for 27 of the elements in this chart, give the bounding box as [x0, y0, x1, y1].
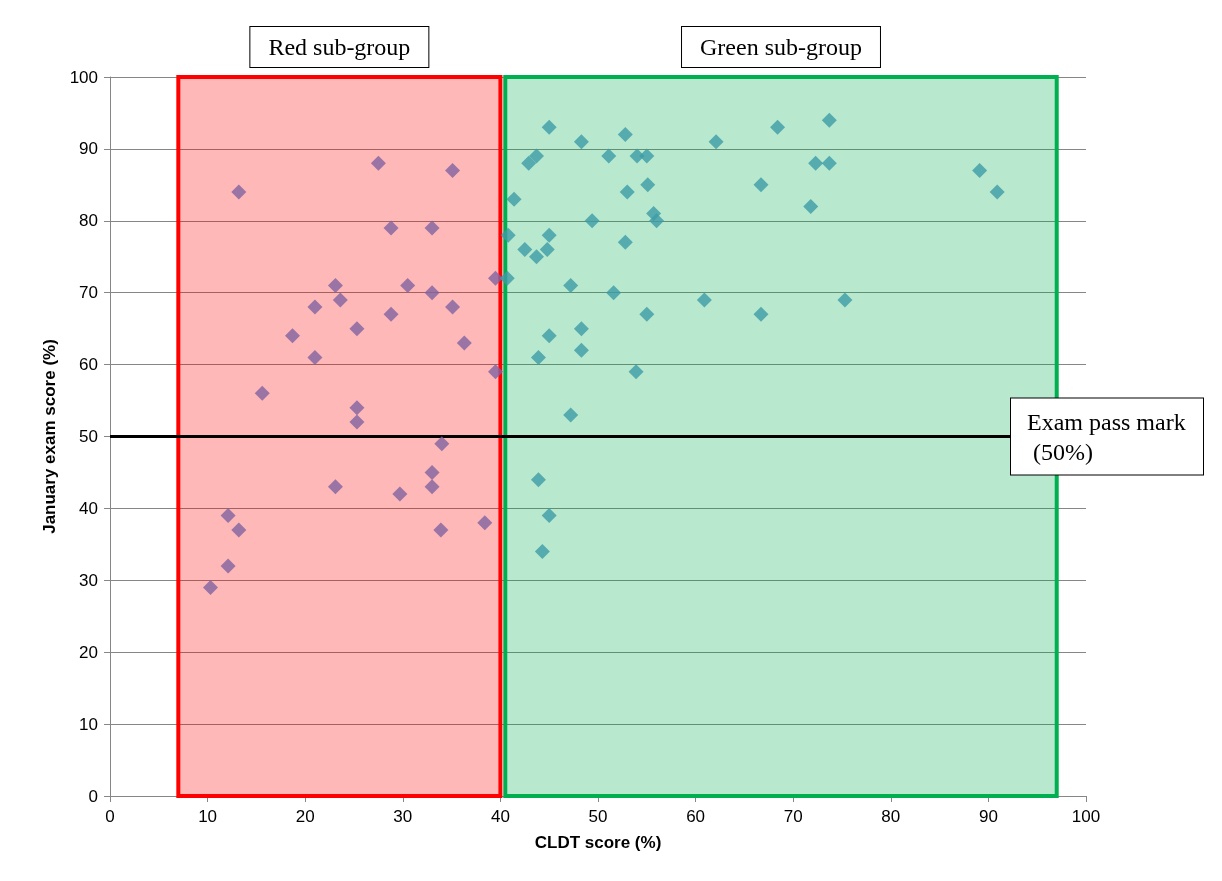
y-tick-label: 40	[79, 498, 98, 518]
band-label: Red sub-group	[268, 34, 411, 60]
band-label: Green sub-group	[700, 34, 862, 60]
y-tick-label: 50	[79, 427, 98, 446]
x-tick-label: 70	[783, 807, 803, 826]
y-tick-label: 90	[79, 139, 98, 159]
y-tick-label: 70	[79, 283, 98, 303]
x-tick-label: 50	[588, 807, 608, 826]
x-tick-label: 0	[105, 807, 115, 826]
y-tick-label: 0	[88, 786, 98, 806]
y-tick-label: 10	[79, 714, 98, 734]
x-tick-label: 60	[686, 807, 706, 826]
y-axis-title: January exam score (%)	[40, 339, 59, 534]
y-tick-label: 80	[79, 211, 98, 231]
y-tick-label: 30	[79, 570, 98, 590]
x-tick-label: 100	[1071, 807, 1101, 826]
x-tick-label: 30	[393, 807, 413, 826]
y-tick-label: 60	[79, 355, 98, 375]
x-tick-label: 10	[198, 807, 218, 826]
x-axis-title: CLDT score (%)	[534, 833, 662, 852]
x-tick-label: 20	[295, 807, 315, 826]
x-tick-label: 90	[978, 807, 998, 826]
ref-line-label: Exam pass mark (50%)	[1027, 408, 1186, 465]
x-tick-label: 80	[881, 807, 901, 826]
y-tick-label: 100	[69, 67, 98, 87]
y-tick-label: 20	[79, 642, 98, 662]
x-tick-label: 40	[490, 807, 510, 826]
